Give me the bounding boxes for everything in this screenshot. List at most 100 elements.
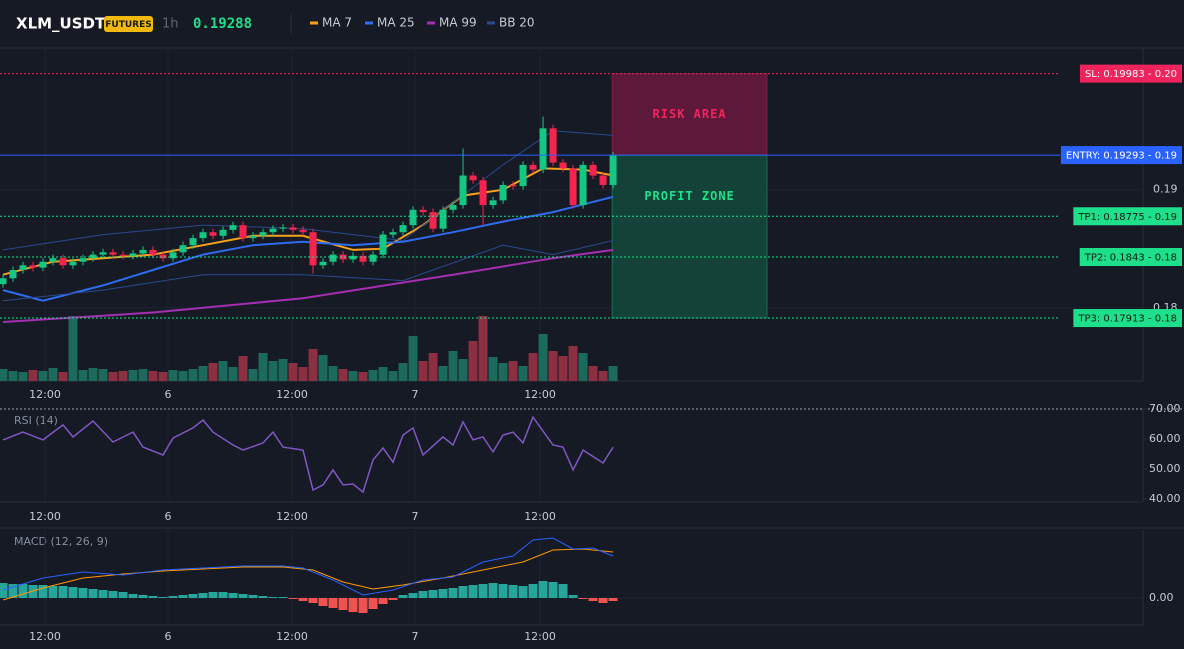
histogram-bar — [558, 584, 568, 598]
x-tick-label: 12:00 — [29, 630, 61, 643]
volume-bar — [208, 363, 218, 381]
overlay-line — [2, 167, 614, 276]
candle-body — [399, 225, 407, 233]
histogram-bar — [8, 584, 18, 598]
candle-body — [129, 253, 137, 256]
volume-bar — [218, 361, 228, 381]
volume-bar — [508, 361, 518, 381]
candle-body — [539, 128, 547, 170]
volume-bar — [148, 371, 158, 381]
candle-body — [89, 254, 97, 259]
candle-body — [189, 238, 197, 246]
volume-bar — [128, 370, 138, 381]
candle-body — [469, 175, 477, 181]
volume-bar — [328, 366, 338, 381]
volume-bar — [548, 351, 558, 381]
candle-body — [209, 232, 217, 236]
histogram-bar — [288, 598, 298, 599]
histogram-bar — [518, 586, 528, 598]
candle-body — [439, 209, 447, 229]
legend-label: MA 7 — [322, 16, 352, 30]
histogram-bar — [568, 595, 578, 598]
volume-bar — [598, 371, 608, 381]
volume-bar — [478, 316, 488, 381]
macd-line — [2, 537, 614, 596]
histogram-bar — [198, 593, 208, 598]
candle-body — [559, 162, 567, 169]
candle-body — [429, 212, 437, 229]
candle-body — [309, 232, 317, 266]
candle-body — [19, 265, 27, 270]
candle-body — [269, 228, 277, 233]
volume-bar — [318, 355, 328, 381]
zone-label: PROFIT ZONE — [644, 189, 734, 203]
volume-bar — [228, 367, 238, 381]
level-label: ENTRY: 0.19293 - 0.19 — [1066, 151, 1177, 162]
volume-bar — [58, 372, 68, 381]
volume-bar — [608, 366, 618, 381]
histogram-bar — [398, 595, 408, 598]
histogram-bar — [498, 584, 508, 598]
candle-body — [249, 235, 257, 239]
candle-body — [279, 227, 287, 229]
x-tick-label: 7 — [412, 510, 419, 523]
volume-bar — [98, 369, 108, 381]
candle-body — [79, 258, 87, 262]
histogram-bar — [98, 590, 108, 598]
volume-bar — [48, 368, 58, 381]
x-tick-label: 7 — [412, 388, 419, 401]
volume-bar — [118, 371, 128, 381]
histogram-bar — [108, 591, 118, 598]
volume-bar — [388, 371, 398, 381]
histogram-bar — [338, 598, 348, 610]
candle-body — [549, 128, 557, 163]
histogram-bar — [48, 586, 58, 598]
candle-body — [519, 164, 527, 187]
histogram-bar — [118, 592, 128, 598]
histogram-bar — [78, 588, 88, 598]
level-label: SL: 0.19983 - 0.20 — [1085, 69, 1177, 80]
histogram-bar — [0, 583, 8, 598]
panel-title: MACD (12, 26, 9) — [14, 535, 108, 548]
candle-body — [0, 278, 7, 285]
candle-body — [49, 258, 57, 262]
volume-bar — [188, 369, 198, 381]
volume-bar — [368, 370, 378, 381]
histogram-bar — [218, 592, 228, 598]
volume-bar — [288, 363, 298, 381]
volume-bar — [68, 316, 78, 381]
volume-bar — [358, 372, 368, 381]
x-tick-label: 6 — [165, 388, 172, 401]
histogram-bar — [598, 598, 608, 603]
zone — [611, 154, 768, 319]
histogram-bar — [138, 595, 148, 598]
volume-bar — [238, 356, 248, 381]
legend-label: MA 99 — [439, 16, 477, 30]
volume-bar — [88, 368, 98, 381]
candle-body — [109, 252, 117, 255]
histogram-bar — [268, 597, 278, 598]
volume-bar — [528, 353, 538, 381]
histogram-bar — [538, 581, 548, 598]
histogram-bar — [588, 598, 598, 601]
candle-body — [29, 265, 37, 268]
histogram-bar — [328, 598, 338, 608]
histogram-bar — [178, 595, 188, 598]
histogram-bar — [358, 598, 368, 613]
histogram-bar — [58, 586, 68, 598]
rsi-line — [2, 415, 614, 494]
histogram-bar — [238, 594, 248, 598]
candle-body — [219, 229, 227, 236]
volume-bar — [378, 367, 388, 381]
histogram-bar — [278, 597, 288, 598]
histogram-bar — [578, 598, 588, 599]
volume-bar — [78, 370, 88, 381]
histogram-bar — [88, 589, 98, 598]
histogram-bar — [408, 593, 418, 598]
volume-bar — [278, 359, 288, 381]
volume-bar — [408, 336, 418, 381]
histogram-bar — [308, 598, 318, 603]
level-label: TP2: 0.1843 - 0.18 — [1084, 253, 1177, 264]
histogram-bar — [158, 597, 168, 598]
